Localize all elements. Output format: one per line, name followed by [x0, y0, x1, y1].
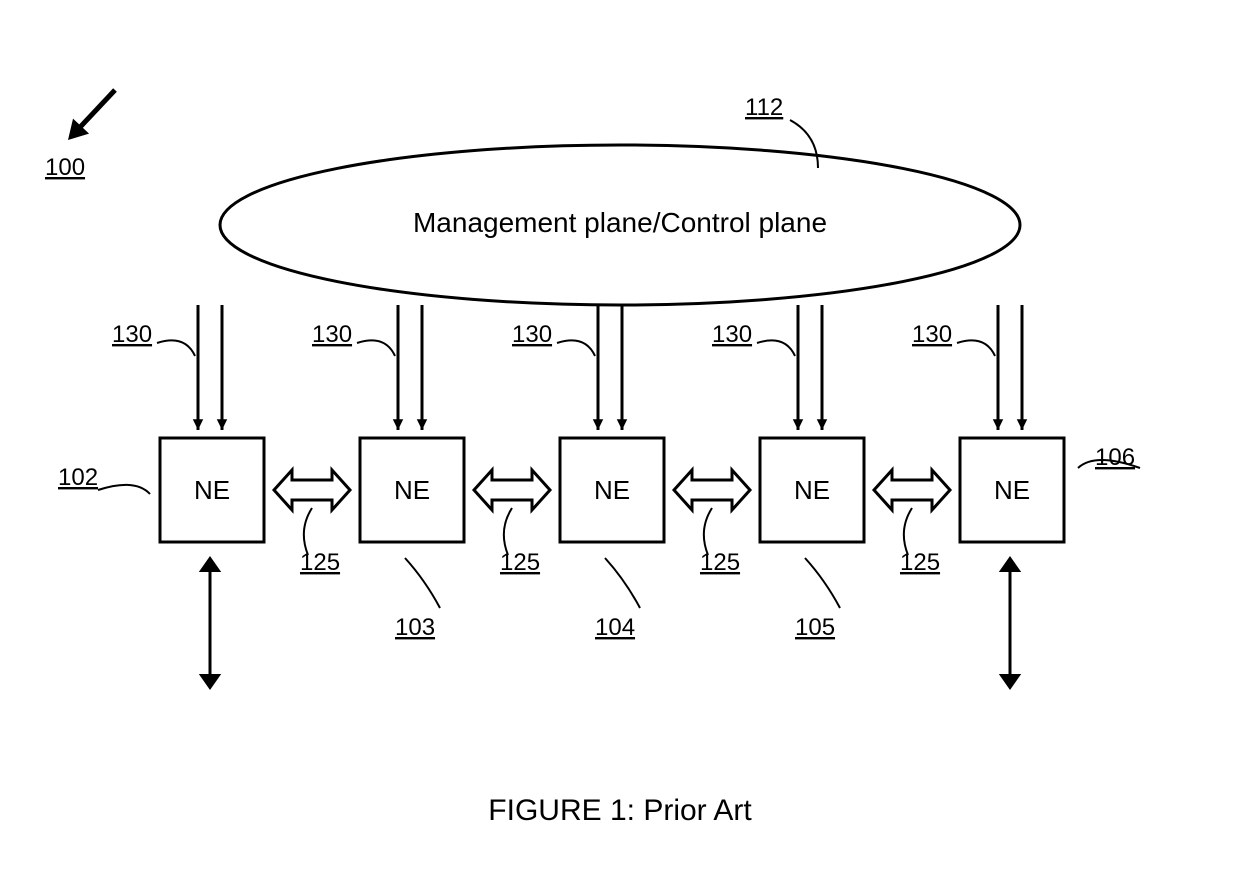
svg-text:130: 130 [712, 321, 752, 348]
svg-text:104: 104 [595, 614, 635, 641]
svg-text:FIGURE 1: Prior Art: FIGURE 1: Prior Art [488, 794, 752, 827]
svg-text:125: 125 [500, 549, 540, 576]
svg-text:102: 102 [58, 464, 98, 491]
svg-text:100: 100 [45, 154, 85, 181]
svg-text:103: 103 [395, 614, 435, 641]
svg-text:130: 130 [312, 321, 352, 348]
svg-text:125: 125 [900, 549, 940, 576]
svg-text:NE: NE [994, 475, 1030, 505]
svg-text:125: 125 [300, 549, 340, 576]
svg-text:NE: NE [394, 475, 430, 505]
svg-text:106: 106 [1095, 444, 1135, 471]
svg-text:112: 112 [745, 94, 783, 121]
svg-text:NE: NE [594, 475, 630, 505]
svg-text:125: 125 [700, 549, 740, 576]
svg-text:NE: NE [794, 475, 830, 505]
svg-text:105: 105 [795, 614, 835, 641]
svg-text:130: 130 [912, 321, 952, 348]
svg-text:130: 130 [112, 321, 152, 348]
svg-text:Management plane/Control plane: Management plane/Control plane [413, 207, 827, 238]
svg-text:NE: NE [194, 475, 230, 505]
svg-text:130: 130 [512, 321, 552, 348]
